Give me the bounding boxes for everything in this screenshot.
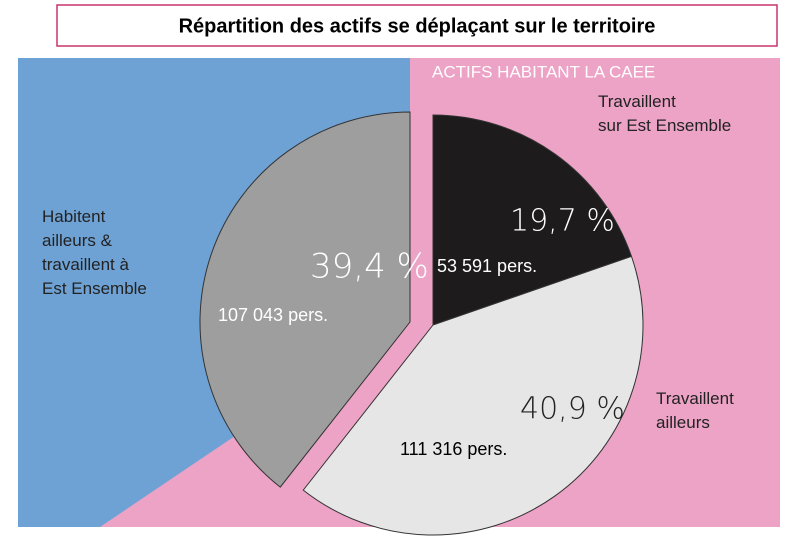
category-label: Habitent ailleurs & travaillent à Est Ensem…: [42, 207, 147, 298]
value-label: 19,7 %: [510, 204, 615, 239]
pie-slice: [432, 114, 633, 326]
category-label: Travaillent ailleurs: [656, 389, 734, 432]
title-box: [56, 4, 778, 47]
count-label: 111 316 pers.: [400, 439, 507, 459]
value-label: 39,4 %: [310, 247, 429, 287]
count-label: 53 591 pers.: [437, 256, 537, 276]
chart-title: Répartition des actifs se déplaçant sur …: [179, 15, 656, 37]
subtitle: ACTIFS HABITANT LA CAEE: [432, 62, 655, 81]
pie-slice: [199, 111, 411, 488]
value-label: 40,9 %: [520, 392, 625, 427]
pie-slice: [302, 255, 644, 536]
category-label: Travaillent sur Est Ensemble: [598, 92, 731, 135]
count-label: 107 043 pers.: [218, 305, 328, 325]
